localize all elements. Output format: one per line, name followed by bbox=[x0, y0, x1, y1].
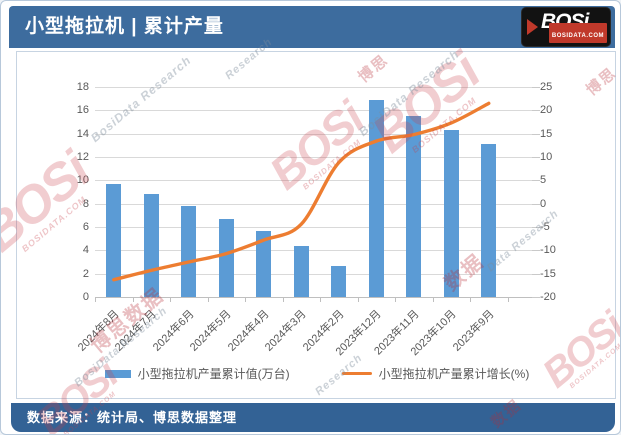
right-axis-tick-label: -15 bbox=[540, 267, 556, 280]
right-axis-tick-label: 15 bbox=[540, 127, 553, 140]
gridline bbox=[95, 250, 532, 252]
right-axis-tick bbox=[532, 180, 540, 182]
x-axis-line bbox=[95, 297, 532, 298]
right-axis-tick bbox=[532, 133, 540, 135]
right-axis-tick-label: -5 bbox=[540, 221, 550, 233]
x-axis-tick bbox=[432, 298, 434, 302]
left-axis-tick-label: 6 bbox=[82, 221, 89, 233]
x-axis-tick bbox=[395, 298, 396, 302]
left-axis-tick-label: 16 bbox=[76, 104, 89, 117]
right-axis-tick-label: 0 bbox=[540, 197, 547, 210]
right-axis-tick bbox=[532, 250, 540, 252]
right-axis-tick bbox=[532, 227, 540, 228]
gridline bbox=[95, 273, 532, 275]
right-axis-tick-label: 10 bbox=[540, 151, 553, 163]
x-axis-tick bbox=[320, 298, 321, 302]
legend: 小型拖拉机产量累计值(万台) 小型拖拉机产量累计增长(%) bbox=[17, 365, 617, 382]
x-axis-tick bbox=[507, 298, 509, 302]
right-axis-tick bbox=[532, 87, 540, 88]
bar bbox=[218, 218, 234, 297]
bar bbox=[443, 130, 459, 297]
x-axis-tick bbox=[282, 298, 284, 302]
legend-label: 小型拖拉机产量累计增长(%) bbox=[378, 367, 530, 381]
x-axis-tick bbox=[95, 298, 96, 302]
bar bbox=[256, 230, 272, 297]
gridline bbox=[95, 110, 532, 112]
x-axis-tick bbox=[132, 298, 134, 302]
legend-line-swatch bbox=[341, 372, 372, 375]
left-axis-tick-label: 2 bbox=[82, 267, 89, 280]
x-axis-tick bbox=[470, 298, 471, 302]
right-axis-tick-label: 25 bbox=[540, 81, 553, 93]
bar bbox=[481, 144, 497, 297]
gridline bbox=[95, 133, 532, 135]
x-axis-tick bbox=[207, 298, 209, 302]
left-axis-tick-label: 18 bbox=[76, 81, 89, 93]
right-axis-tick-label: -20 bbox=[540, 291, 556, 303]
bar bbox=[106, 183, 122, 297]
x-axis-tick bbox=[245, 298, 246, 302]
right-axis-tick bbox=[532, 157, 540, 158]
left-axis-tick-label: 0 bbox=[82, 291, 89, 303]
x-axis-tick bbox=[170, 298, 171, 302]
bar bbox=[368, 99, 384, 297]
right-axis-tick-label: 20 bbox=[540, 104, 553, 117]
growth-line bbox=[112, 101, 491, 282]
left-axis-tick-label: 4 bbox=[82, 244, 89, 257]
gridline bbox=[95, 180, 532, 182]
chart: 0 2 4 6 8 10 12 14 16 18 -20 -15 -10 -5 0 5 10 15 20 25 20… bbox=[16, 51, 616, 399]
bar bbox=[181, 206, 197, 297]
data-source: 数据来源：统计局、博思数据整理 bbox=[27, 410, 238, 425]
left-axis-tick-label: 14 bbox=[76, 127, 89, 140]
legend-item: 小型拖拉机产量累计增长(%) bbox=[341, 365, 530, 382]
x-axis-tick bbox=[357, 298, 359, 302]
left-axis-tick-label: 10 bbox=[76, 174, 89, 187]
right-axis-tick-label: -10 bbox=[540, 244, 556, 257]
bosi-logo: BOSi BOSIDATA.COM bbox=[522, 8, 610, 46]
gridline bbox=[95, 157, 532, 158]
bar bbox=[293, 245, 309, 297]
page-title: 小型拖拉机 | 累计产量 bbox=[25, 16, 224, 37]
logo-site-text: BOSIDATA.COM bbox=[551, 33, 604, 39]
right-axis-tick bbox=[532, 273, 540, 275]
logo-site-strip: BOSIDATA.COM bbox=[548, 23, 607, 43]
gridline bbox=[95, 227, 532, 228]
header-bar: 小型拖拉机 | 累计产量 BOSi BOSIDATA.COM bbox=[9, 6, 615, 48]
footer-bar: 数据来源：统计局、博思数据整理 bbox=[11, 403, 615, 432]
logo-triangle-icon bbox=[527, 19, 538, 35]
left-axis-tick-label: 12 bbox=[76, 151, 89, 163]
gridline bbox=[95, 87, 532, 88]
right-axis-tick bbox=[532, 110, 540, 112]
legend-bar-swatch bbox=[104, 369, 131, 378]
plot-area bbox=[95, 87, 540, 302]
legend-label: 小型拖拉机产量累计值(万台) bbox=[137, 367, 290, 381]
left-axis-tick-label: 8 bbox=[82, 197, 89, 210]
legend-item: 小型拖拉机产量累计值(万台) bbox=[104, 365, 290, 382]
right-axis-tick bbox=[532, 297, 540, 298]
right-axis-tick bbox=[532, 203, 540, 205]
bar bbox=[331, 265, 347, 297]
right-axis-tick-label: 5 bbox=[540, 174, 547, 187]
bar bbox=[406, 116, 422, 297]
